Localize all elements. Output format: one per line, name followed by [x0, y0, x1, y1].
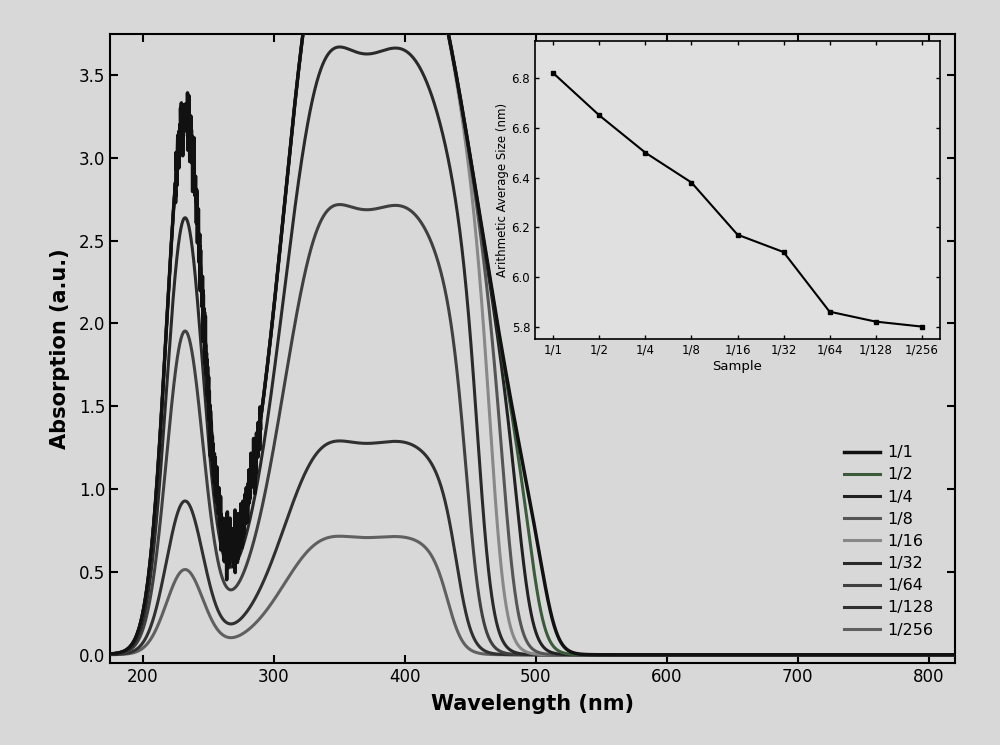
1/64 — [104, 650, 116, 659]
1/32 — [956, 650, 968, 659]
1/32 — [804, 650, 816, 659]
Line: 1/2: 1/2 — [110, 0, 962, 655]
1/128 — [104, 650, 116, 659]
1/256 — [658, 650, 670, 659]
1/4 — [740, 650, 752, 659]
Legend: 1/1, 1/2, 1/4, 1/8, 1/16, 1/32, 1/64, 1/128, 1/256: 1/1, 1/2, 1/4, 1/8, 1/16, 1/32, 1/64, 1/… — [840, 440, 939, 642]
1/2 — [615, 650, 627, 659]
1/16 — [615, 650, 627, 659]
Line: 1/4: 1/4 — [110, 0, 962, 655]
1/64 — [615, 650, 627, 659]
1/2 — [259, 384, 271, 393]
1/64 — [740, 650, 752, 659]
Line: 1/128: 1/128 — [110, 441, 962, 655]
1/32 — [740, 650, 752, 659]
1/16 — [956, 650, 968, 659]
Line: 1/8: 1/8 — [110, 0, 962, 655]
1/2 — [956, 650, 968, 659]
1/8 — [615, 650, 627, 659]
1/1 — [104, 650, 116, 659]
1/32 — [615, 650, 627, 659]
1/8 — [956, 650, 968, 659]
1/4 — [658, 650, 670, 659]
1/256 — [740, 650, 752, 659]
1/32 — [259, 434, 271, 443]
1/64 — [956, 650, 968, 659]
1/32 — [658, 650, 670, 659]
1/16 — [658, 650, 670, 659]
1/16 — [804, 650, 816, 659]
1/16 — [259, 384, 271, 393]
1/1 — [956, 650, 968, 659]
1/128 — [615, 650, 627, 659]
1/4 — [956, 650, 968, 659]
1/8 — [104, 650, 116, 659]
1/256 — [104, 650, 116, 659]
1/8 — [804, 650, 816, 659]
Line: 1/16: 1/16 — [110, 0, 962, 655]
1/2 — [740, 650, 752, 659]
1/1 — [804, 650, 816, 659]
1/256 — [956, 650, 968, 659]
X-axis label: Wavelength (nm): Wavelength (nm) — [431, 694, 634, 714]
1/64 — [430, 250, 442, 259]
Line: 1/64: 1/64 — [110, 205, 962, 655]
1/128 — [956, 650, 968, 659]
1/128 — [259, 574, 271, 583]
1/128 — [804, 650, 816, 659]
1/4 — [104, 650, 116, 659]
1/16 — [104, 650, 116, 659]
1/64 — [658, 650, 670, 659]
1/4 — [804, 650, 816, 659]
1/1 — [615, 650, 627, 659]
X-axis label: Sample: Sample — [713, 360, 762, 372]
Y-axis label: Absorption (a.u.): Absorption (a.u.) — [50, 248, 70, 448]
1/2 — [658, 650, 670, 659]
1/4 — [615, 650, 627, 659]
Y-axis label: Arithmetic Average Size (nm): Arithmetic Average Size (nm) — [496, 103, 509, 277]
1/1 — [740, 650, 752, 659]
1/8 — [740, 650, 752, 659]
1/8 — [658, 650, 670, 659]
1/1 — [259, 384, 271, 393]
1/2 — [104, 650, 116, 659]
1/256 — [430, 559, 442, 568]
1/64 — [334, 200, 346, 209]
1/64 — [804, 650, 816, 659]
1/128 — [334, 437, 346, 446]
Line: 1/256: 1/256 — [110, 536, 962, 655]
1/128 — [430, 467, 442, 476]
1/256 — [804, 650, 816, 659]
1/64 — [259, 490, 271, 499]
1/256 — [259, 608, 271, 617]
1/8 — [259, 384, 271, 393]
1/2 — [804, 650, 816, 659]
1/256 — [615, 650, 627, 659]
Line: 1/32: 1/32 — [110, 47, 962, 655]
Line: 1/1: 1/1 — [110, 0, 962, 655]
1/32 — [430, 103, 442, 112]
1/256 — [334, 532, 346, 541]
1/16 — [740, 650, 752, 659]
1/32 — [104, 650, 116, 659]
1/32 — [334, 42, 346, 51]
1/128 — [658, 650, 670, 659]
1/4 — [259, 384, 271, 393]
1/1 — [658, 650, 670, 659]
1/128 — [740, 650, 752, 659]
